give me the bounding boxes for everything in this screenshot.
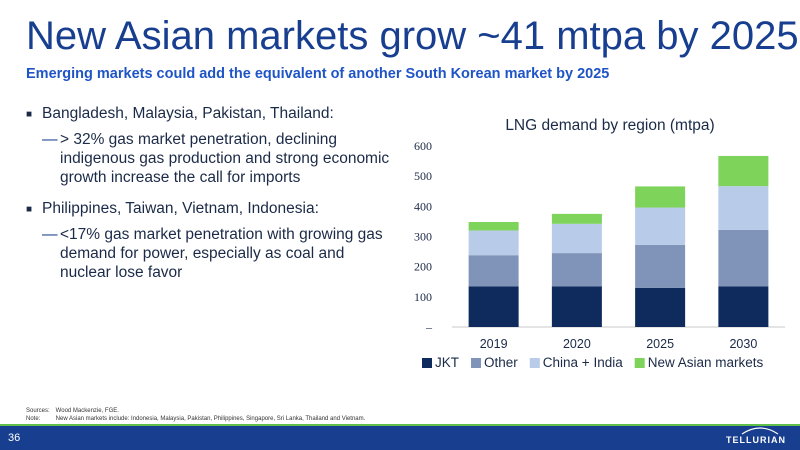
sub-bullet-text: <17% gas market penetration with growing… — [60, 226, 383, 281]
bar-segment — [718, 186, 769, 230]
sub-bullet-item: — > 32% gas market penetration, declinin… — [42, 130, 396, 187]
y-tick-label: 600 — [414, 139, 432, 153]
bar-segment — [635, 244, 686, 288]
chart-container: LNG demand by region (mtpa) – 100 200 300 400… — [400, 108, 800, 398]
legend-swatch — [529, 358, 540, 368]
bar-segment — [718, 286, 769, 327]
bullet-list: ■ Bangladesh, Malaysia, Pakistan, Thaila… — [26, 104, 396, 282]
logo-arc-icon — [741, 427, 779, 435]
sub-bullet-text: > 32% gas market penetration, declining … — [60, 131, 390, 186]
y-tick-label: 100 — [414, 290, 432, 304]
dash-bullet-icon: — — [42, 131, 58, 148]
bar-segment — [551, 286, 602, 327]
square-bullet-icon: ■ — [26, 204, 33, 215]
company-logo: TELLURIAN — [726, 427, 786, 448]
bar-segment — [551, 253, 602, 287]
bar-segment — [635, 287, 686, 327]
sources-label: Sources: — [26, 408, 50, 414]
slide-subtitle: Emerging markets could add the equivalen… — [26, 66, 610, 82]
footer-bar: 36 TELLURIAN — [0, 426, 800, 450]
stacked-bar-chart: LNG demand by region (mtpa) – 100 200 300 400… — [414, 117, 785, 370]
bullet-text: Philippines, Taiwan, Vietnam, Indonesia: — [42, 200, 319, 217]
note-label: Note: — [26, 416, 41, 422]
y-tick-label: 200 — [414, 260, 432, 274]
bar-segment — [468, 255, 519, 287]
bar-segment — [551, 223, 602, 254]
y-tick-label: 400 — [414, 199, 432, 213]
sources-line: Sources: Wood Mackenzie, FGE. — [26, 407, 365, 415]
x-tick-label: 2019 — [480, 337, 508, 351]
legend-swatch — [634, 358, 645, 368]
x-tick-label: 2030 — [729, 337, 757, 351]
sources-text: Wood Mackenzie, FGE. — [55, 408, 119, 414]
legend-label: JKT — [435, 355, 459, 370]
bar-segment — [635, 207, 686, 245]
x-tick-label: 2020 — [563, 337, 591, 351]
bar-segment — [718, 229, 769, 287]
footer-divider — [0, 424, 800, 426]
y-tick-label: 300 — [414, 230, 432, 244]
y-tick-label: – — [425, 320, 433, 334]
bar-segment — [718, 155, 769, 187]
logo-text: TELLURIAN — [726, 435, 786, 445]
bullet-text: Bangladesh, Malaysia, Pakistan, Thailand… — [42, 105, 334, 122]
bullet-item: ■ Philippines, Taiwan, Vietnam, Indonesi… — [26, 199, 396, 219]
bar-segment — [468, 230, 519, 256]
dash-bullet-icon: — — [42, 226, 58, 243]
bullet-item: ■ Bangladesh, Malaysia, Pakistan, Thaila… — [26, 104, 396, 124]
legend-label: China + India — [543, 355, 623, 370]
note-line: Note: New Asian markets include: Indones… — [26, 415, 365, 423]
square-bullet-icon: ■ — [26, 109, 33, 120]
footnotes: Sources: Wood Mackenzie, FGE. Note: New … — [26, 407, 365, 423]
sub-bullet-item: — <17% gas market penetration with growi… — [42, 225, 396, 282]
bar-segment — [468, 286, 519, 327]
note-text: New Asian markets include: Indonesia, Ma… — [55, 416, 366, 422]
bar-segment — [635, 186, 686, 208]
x-tick-label: 2025 — [646, 337, 674, 351]
bar-segment — [468, 222, 519, 231]
legend-swatch — [422, 358, 432, 368]
y-tick-label: 500 — [414, 169, 432, 183]
legend-label: New Asian markets — [648, 355, 764, 370]
page-number: 36 — [8, 432, 21, 444]
chart-title: LNG demand by region (mtpa) — [505, 117, 714, 134]
slide-title: New Asian markets grow ~41 mtpa by 2025 — [26, 14, 799, 58]
legend-label: Other — [484, 355, 518, 370]
bar-segment — [551, 213, 602, 224]
legend-swatch — [471, 358, 482, 368]
